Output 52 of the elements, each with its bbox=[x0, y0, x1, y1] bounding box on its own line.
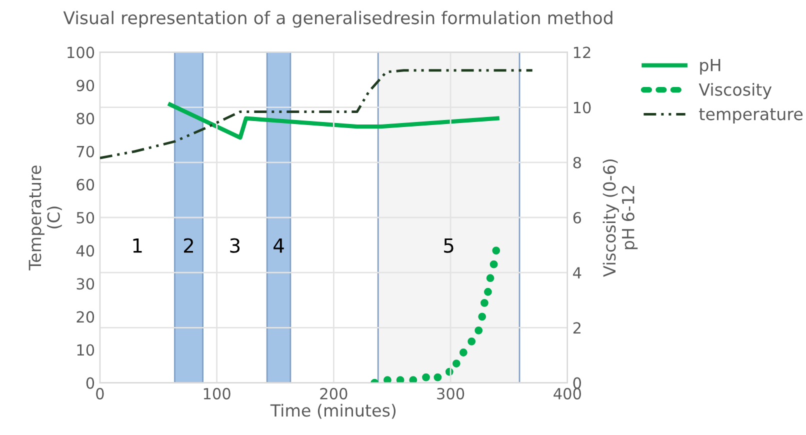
legend-label: Viscosity bbox=[698, 82, 772, 100]
band-label: 4 bbox=[274, 238, 284, 253]
line-series bbox=[168, 102, 500, 140]
point bbox=[490, 260, 498, 268]
y-tick-label: 100 bbox=[68, 46, 94, 58]
point bbox=[459, 348, 468, 356]
point bbox=[478, 312, 486, 321]
y-tick-label: 80 bbox=[76, 112, 94, 124]
y2-tick-label: 4 bbox=[573, 267, 582, 278]
y-tick-label: 60 bbox=[76, 178, 94, 190]
point bbox=[492, 246, 500, 255]
x-tick-label: 0 bbox=[96, 388, 104, 400]
point bbox=[486, 274, 494, 282]
point bbox=[468, 338, 476, 346]
y-tick-label: 30 bbox=[76, 278, 94, 290]
y2-tick-label: 2 bbox=[573, 322, 580, 334]
point bbox=[396, 376, 404, 383]
y2-tick-label: 12 bbox=[574, 46, 590, 58]
point bbox=[474, 326, 483, 334]
y-axis-title: Temperature (C) bbox=[28, 166, 62, 270]
y-tick-label: 20 bbox=[76, 311, 94, 323]
y-tick-label: 70 bbox=[76, 146, 94, 158]
point bbox=[434, 373, 442, 382]
y-tick-label: 10 bbox=[77, 344, 94, 356]
x-tick-label: 300 bbox=[437, 388, 464, 400]
annotation: 1 bbox=[133, 238, 142, 253]
y2-tick-label: 0 bbox=[573, 377, 581, 389]
line-series bbox=[100, 69, 534, 160]
y2-tick-label: 10 bbox=[574, 102, 591, 114]
point bbox=[383, 376, 392, 383]
y-tick-label: 0 bbox=[86, 377, 94, 389]
point bbox=[484, 288, 492, 296]
annotation: 3 bbox=[230, 238, 240, 253]
point bbox=[452, 360, 460, 368]
y-tick-label: 50 bbox=[76, 212, 94, 224]
x-axis-title: Time (minutes) bbox=[270, 404, 396, 419]
band-label: 5 bbox=[444, 238, 454, 253]
y2-axis-title: Viscosity (0-6) pH 6-12 bbox=[602, 159, 638, 277]
legend-label: pH bbox=[700, 59, 720, 75]
y-tick-label: 40 bbox=[76, 245, 94, 257]
y2-tick-label: 6 bbox=[573, 212, 582, 224]
legend-label: temperature bbox=[699, 108, 803, 124]
point bbox=[480, 298, 488, 307]
y-tick-label: 90 bbox=[76, 80, 94, 92]
y2-tick-label: 8 bbox=[573, 156, 581, 168]
x-tick-label: 200 bbox=[320, 388, 348, 400]
x-tick-label: 100 bbox=[204, 388, 230, 400]
chart-title: Visual representation of a generalisedresin formulation method bbox=[63, 10, 612, 28]
point bbox=[409, 376, 418, 383]
x-tick-label: 400 bbox=[554, 388, 581, 400]
band-label: 2 bbox=[184, 238, 194, 253]
point bbox=[422, 373, 430, 382]
